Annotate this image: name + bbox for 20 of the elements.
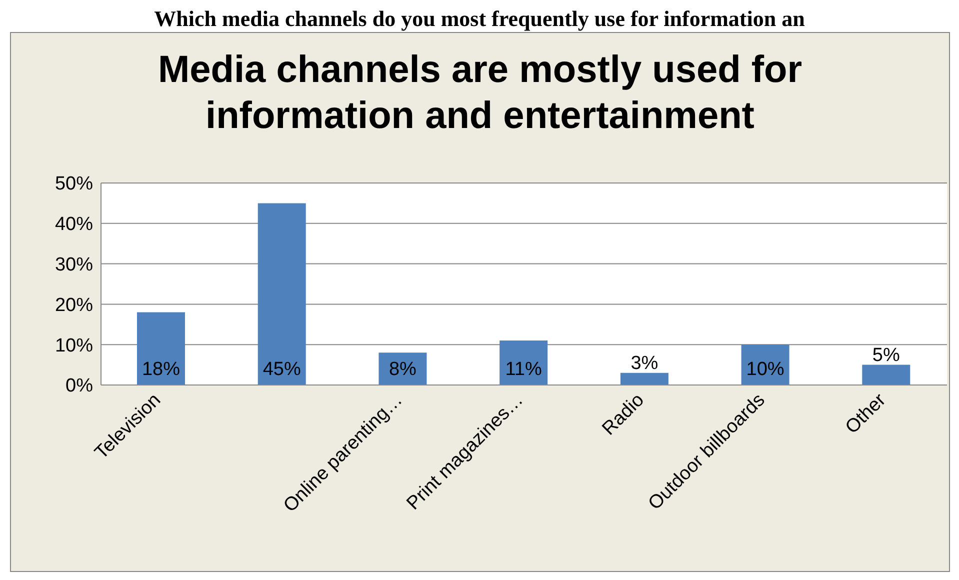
bar [862, 364, 910, 385]
data-label: 5% [872, 344, 900, 366]
y-tick-label: 50% [54, 174, 94, 195]
bar [137, 312, 185, 385]
text: Which media channels do you most frequently use for information an [153, 7, 806, 32]
chart-title: Media channels are mostly used for information and entertainment [156, 48, 804, 139]
y-tick-label: 10% [54, 335, 94, 356]
data-label: 10% [746, 359, 784, 380]
y-tick-label: 30% [54, 254, 94, 276]
bar [620, 372, 668, 385]
bar [500, 340, 548, 385]
y-tick-label: 0% [66, 376, 94, 397]
y-tick-label: 20% [54, 294, 94, 316]
data-label: 45% [262, 359, 301, 380]
y-tick-label: 40% [54, 214, 94, 236]
data-label: 18% [142, 359, 180, 380]
data-label: 3% [630, 352, 658, 374]
bar [258, 203, 306, 385]
data-label: 11% [505, 359, 542, 380]
data-label: 8% [388, 359, 417, 380]
